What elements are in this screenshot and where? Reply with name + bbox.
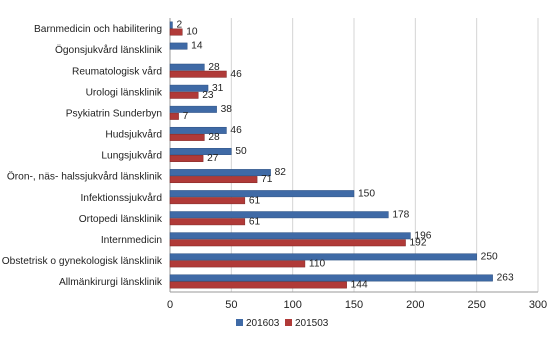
bar-201503 [169,112,179,120]
category-label: Lungsjukvård [101,150,162,162]
x-tick-label: 200 [406,299,424,311]
bar-201503 [169,281,347,289]
bars [169,21,493,289]
category-label: Reumatologisk vård [72,65,162,77]
x-tick-label: 300 [529,299,547,311]
data-label: 23 [202,90,214,101]
x-tick-label: 250 [467,299,485,311]
data-label: 192 [410,237,427,248]
x-tick-labels: 0 50 100 150 200 250 300 [167,299,547,311]
category-label: Urologi länsklinik [86,87,163,98]
category-label: Ögonsjukvård länsklinik [55,44,163,56]
data-label: 61 [249,195,261,206]
category-label: Barnmedicin och habilitering [34,24,162,35]
bar-201503 [169,176,258,184]
data-label: 50 [235,146,247,157]
data-label: 82 [275,167,287,178]
data-label: 38 [221,104,233,115]
bar-201603 [169,190,355,198]
legend: 201603 201503 [236,318,329,329]
gridlines [169,18,539,293]
legend-label: 201503 [295,318,329,329]
bar-201603 [169,232,411,240]
bar-201503 [169,218,246,226]
data-label: 150 [358,188,375,199]
data-label: 196 [414,230,431,241]
category-label: Infektionssjukvård [80,192,162,204]
legend-swatch [236,319,243,326]
bar-201603 [169,84,209,92]
bar-201503 [169,70,227,78]
category-label: Allmänkirurgi länsklinik [59,277,163,288]
category-label: Psykiatrin Sunderbyn [66,108,162,119]
data-label: 7 [183,111,189,122]
data-label: 178 [392,209,409,220]
x-tick-label: 0 [167,299,173,311]
bar-201603 [169,211,389,219]
bar-201503 [169,91,199,99]
data-label: 46 [230,69,242,80]
data-label: 28 [208,132,220,143]
legend-swatch [285,319,292,326]
data-label: 28 [208,62,220,73]
x-tick-label: 150 [345,299,363,311]
data-label: 31 [212,83,224,94]
data-label: 250 [481,251,498,262]
category-label: Öron-, näs- halssjukvård länsklinik [7,171,163,183]
bar-201603 [169,169,271,177]
category-label: Internmedicin [101,235,162,246]
bar-201503 [169,260,306,268]
bar-201603 [169,148,232,155]
bar-201603 [169,105,217,113]
bar-201503 [169,197,246,205]
data-label: 10 [186,27,198,38]
bar-201603 [169,253,477,261]
bar-201603 [169,21,173,29]
category-label: Ortopedi länsklinik [79,214,163,225]
x-tick-label: 100 [283,299,301,311]
category-labels: Barnmedicin och habilitering Ögonsjukvård… [2,24,163,288]
data-label: 27 [207,153,219,164]
bar-201603 [169,126,227,134]
data-label: 71 [261,174,273,185]
data-label: 110 [309,258,326,269]
category-label: Obstetrisk o gynekologisk länsklinik [2,256,163,267]
x-tick-label: 50 [225,299,237,311]
bar-201503 [169,133,205,141]
category-label: Hudsjukvård [105,129,162,141]
bar-201603 [169,42,188,50]
data-label: 61 [249,216,261,227]
data-label: 14 [191,41,203,52]
bar-201603 [169,63,205,71]
data-label: 144 [351,280,368,291]
bar-201603 [169,274,493,282]
bar-201503 [169,239,406,247]
data-label: 46 [230,125,242,136]
legend-label: 201603 [246,318,280,329]
data-label: 2 [176,20,182,31]
bar-201503 [169,155,204,162]
data-label: 263 [497,273,514,284]
bar-201503 [169,28,183,36]
